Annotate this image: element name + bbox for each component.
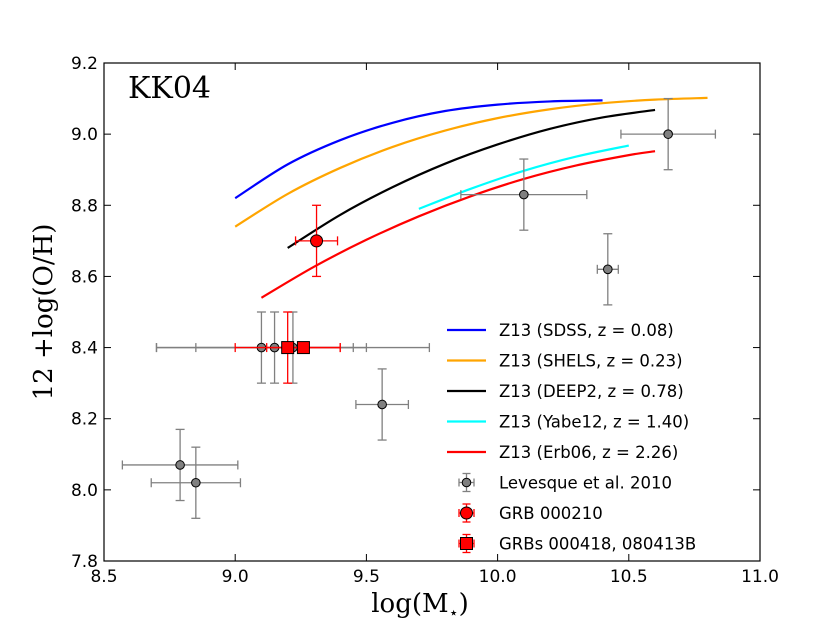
x-tick-label: 10.5	[610, 567, 648, 587]
y-tick-label: 8.6	[71, 267, 98, 287]
y-tick-label: 9.0	[71, 125, 98, 145]
data-point	[519, 189, 529, 200]
y-tick-label: 7.8	[71, 552, 98, 572]
legend-label: Z13 (DEEP2, z = 0.78)	[499, 382, 684, 401]
legend-label: GRB 000210	[499, 504, 603, 523]
legend: Z13 (SDSS, z = 0.08) Z13 (SHELS, z = 0.23…	[447, 321, 696, 554]
series-line	[234, 99, 603, 200]
y-tick-label: 8.2	[71, 410, 98, 430]
data-point-square	[460, 537, 473, 550]
legend-label: Z13 (Erb06, z = 2.26)	[499, 443, 678, 462]
series-line	[234, 96, 708, 228]
y-axis-label: 12 +log(O/H)	[29, 224, 59, 401]
x-tick-label: 9.0	[222, 567, 249, 587]
data-point	[310, 234, 324, 248]
y-tick-label: 8.0	[71, 481, 98, 501]
legend-label: Levesque et al. 2010	[499, 474, 672, 493]
x-tick-label: 11.0	[741, 567, 779, 587]
legend-label: GRBs 000418, 080413B	[499, 535, 696, 554]
x-tick-label: 8.5	[90, 567, 117, 587]
panel-label: KK04	[128, 71, 211, 106]
x-tick-label: 9.5	[353, 567, 380, 587]
data-point	[461, 477, 472, 488]
data-point	[603, 264, 613, 275]
legend-label: Z13 (Yabe12, z = 1.40)	[499, 413, 689, 432]
data-point	[191, 477, 201, 488]
plot-frame	[103, 62, 761, 562]
x-axis-label-main: log(M	[371, 589, 448, 619]
legend-label: Z13 (SDSS, z = 0.08)	[499, 321, 674, 340]
data-point	[377, 399, 387, 410]
y-tick-label: 9.2	[71, 54, 98, 74]
series-line	[260, 150, 656, 299]
legend-label: Z13 (SHELS, z = 0.23)	[499, 352, 683, 371]
y-tick-label: 8.8	[71, 196, 98, 216]
data-point-square	[281, 341, 295, 355]
data-point	[460, 506, 473, 520]
data-point	[175, 460, 185, 470]
series-line	[287, 108, 656, 249]
data-point-square	[296, 341, 310, 355]
x-axis-label: log(M⋆)	[371, 589, 469, 622]
data-point	[663, 129, 673, 139]
y-tick-label: 8.4	[71, 339, 98, 359]
x-tick-label: 10.0	[479, 567, 517, 587]
x-axis-label-close: )	[459, 589, 469, 619]
x-axis-label-sub: ⋆	[449, 603, 459, 622]
